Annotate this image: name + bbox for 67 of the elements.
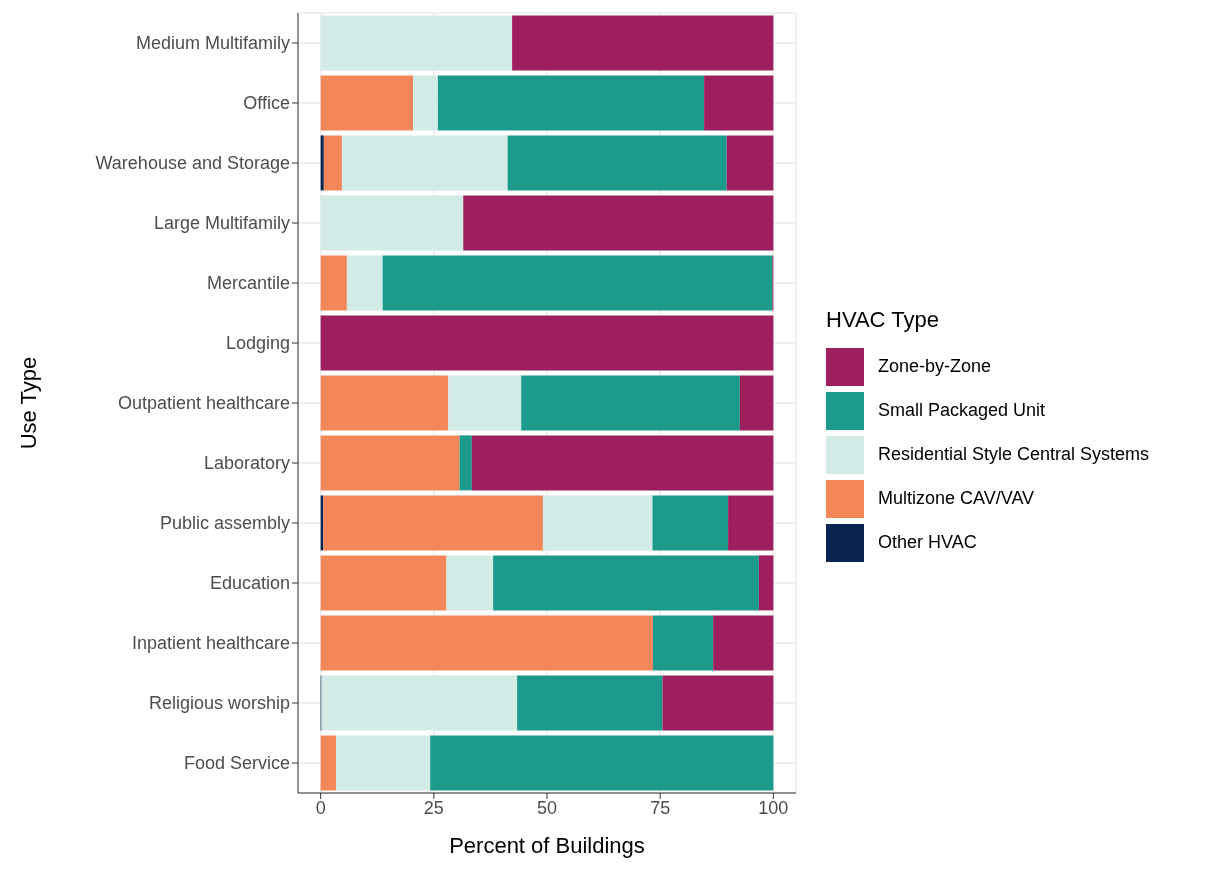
bar	[739, 375, 774, 431]
y-tick-label: Large Multifamily	[153, 213, 290, 234]
bar	[320, 735, 337, 791]
bar	[320, 15, 513, 71]
bar	[321, 675, 518, 731]
bar	[517, 675, 663, 731]
bar	[542, 495, 653, 551]
bar	[521, 375, 740, 431]
bar	[320, 615, 653, 671]
y-tick-label: Inpatient healthcare	[131, 633, 290, 654]
bar	[728, 495, 774, 551]
y-tick-label: Public assembly	[159, 513, 290, 534]
bar	[320, 555, 447, 611]
y-axis-title: Use Type	[15, 356, 41, 450]
bar	[758, 555, 774, 611]
bar	[320, 375, 449, 431]
legend-title: HVAC Type	[826, 306, 940, 333]
legend-label: Residential Style Central Systems	[878, 444, 1150, 465]
bar	[463, 195, 774, 251]
bar	[320, 315, 774, 371]
bar	[704, 75, 774, 131]
bar	[713, 615, 774, 671]
x-tick-label: 50	[536, 797, 558, 818]
x-tick-label: 25	[423, 797, 444, 818]
bar	[336, 735, 431, 791]
y-tick-label: Office	[243, 93, 290, 114]
bar	[512, 15, 774, 71]
legend-label: Other HVAC	[878, 532, 977, 553]
bar	[448, 375, 522, 431]
bar	[437, 75, 705, 131]
y-tick-label: Lodging	[225, 333, 290, 354]
bar	[471, 435, 774, 491]
y-tick-label: Warehouse and Storage	[95, 153, 290, 174]
x-tick-label: 0	[315, 797, 326, 818]
legend-label: Small Packaged Unit	[878, 400, 1046, 421]
bar	[320, 435, 460, 491]
bar	[430, 735, 774, 791]
bar	[446, 555, 494, 611]
bar	[507, 135, 727, 191]
bar	[320, 255, 347, 311]
bar	[320, 195, 464, 251]
bar	[412, 75, 438, 131]
bar	[726, 135, 774, 191]
x-tick-label: 75	[650, 797, 671, 818]
bar	[323, 495, 543, 551]
bar	[493, 555, 759, 611]
bar	[323, 135, 342, 191]
legend-label: Zone-by-Zone	[878, 356, 992, 377]
x-axis-title: Percent of Buildings	[449, 833, 645, 858]
bar	[662, 675, 774, 731]
bar	[652, 615, 714, 671]
legend-label: Multizone CAV/VAV	[878, 488, 1035, 509]
bar	[382, 255, 773, 311]
y-tick-label: Medium Multifamily	[135, 33, 290, 54]
y-tick-label: Religious worship	[148, 693, 290, 714]
bar	[459, 435, 472, 491]
bar	[652, 495, 729, 551]
y-tick-label: Education	[209, 573, 290, 594]
bar	[346, 255, 383, 311]
y-tick-label: Outpatient healthcare	[117, 393, 290, 414]
y-tick-label: Laboratory	[203, 453, 290, 474]
bar	[320, 135, 324, 191]
y-tick-label: Mercantile	[206, 273, 290, 294]
x-tick-label: 100	[758, 797, 789, 818]
y-tick-label: Food Service	[183, 753, 290, 774]
bar	[320, 75, 413, 131]
bar	[341, 135, 508, 191]
